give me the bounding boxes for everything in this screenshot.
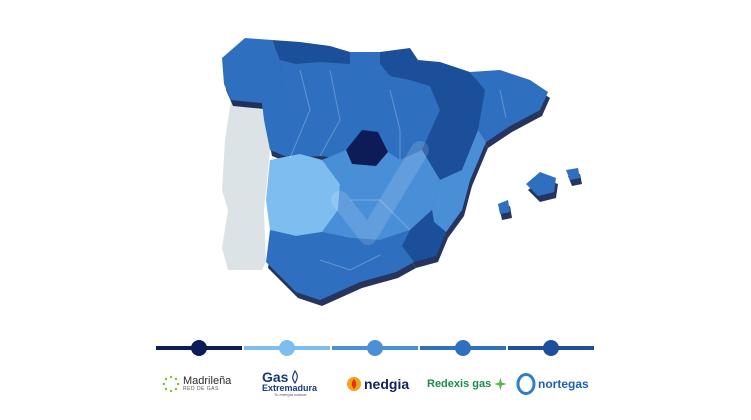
- legend-dot-nortegas-icon: [543, 340, 559, 356]
- region-north-central: [262, 52, 440, 160]
- nedgia-name: nedgia: [364, 376, 410, 392]
- gas-extremadura-name2: Extremadura: [262, 383, 318, 394]
- legend-dot-nedgia-icon: [367, 340, 383, 356]
- region-valencia: [432, 130, 486, 232]
- watermark-check-icon: [331, 141, 429, 245]
- logo-gas-extremadura: Gas Extremadura Tu energía natural: [262, 362, 332, 406]
- region-aragon: [410, 60, 485, 180]
- nortegas-ring-icon: [516, 373, 536, 395]
- gas-extremadura-name1: Gas: [262, 369, 289, 386]
- company-logos: Madrileña RED DE GAS Gas Extremadura Tu …: [150, 362, 610, 412]
- region-madrid: [346, 130, 388, 166]
- region-basque: [380, 48, 418, 80]
- gas-extremadura-tagline: Tu energía natural: [274, 392, 307, 398]
- spain-map-svg: [222, 38, 580, 300]
- region-extremadura: [266, 154, 340, 236]
- logo-nedgia: nedgia: [346, 362, 416, 406]
- region-castilla-la-mancha: [322, 150, 440, 240]
- region-balearic: [498, 168, 580, 214]
- region-catalonia: [470, 70, 548, 142]
- logo-redexis: Redexis gas: [427, 362, 507, 406]
- legend-dot-redexis-icon: [455, 340, 471, 356]
- province-borders: [289, 69, 507, 271]
- region-galicia: [222, 38, 282, 103]
- madrilena-dots-icon: [162, 375, 180, 393]
- region-murcia: [402, 210, 446, 262]
- logo-nortegas: nortegas: [516, 362, 596, 406]
- spain-map: [222, 38, 580, 300]
- madrilena-name: Madrileña: [183, 375, 232, 387]
- redexis-name: Redexis gas: [427, 378, 492, 390]
- region-cantabria-asturias: [272, 40, 350, 64]
- logo-madrilena: Madrileña RED DE GAS: [162, 362, 242, 406]
- legend-dot-gas-extremadura-icon: [279, 340, 295, 356]
- nedgia-flame-icon: [347, 377, 361, 391]
- region-portugal: [222, 100, 270, 270]
- nortegas-name: nortegas: [538, 377, 589, 391]
- legend: [156, 340, 596, 358]
- legend-dot-madrilena-icon: [191, 340, 207, 356]
- madrilena-sub: RED DE GAS: [183, 386, 219, 392]
- region-andalusia: [266, 230, 414, 300]
- redexis-sparkle-icon: [494, 377, 507, 391]
- gas-extremadura-flame-icon: [292, 370, 299, 385]
